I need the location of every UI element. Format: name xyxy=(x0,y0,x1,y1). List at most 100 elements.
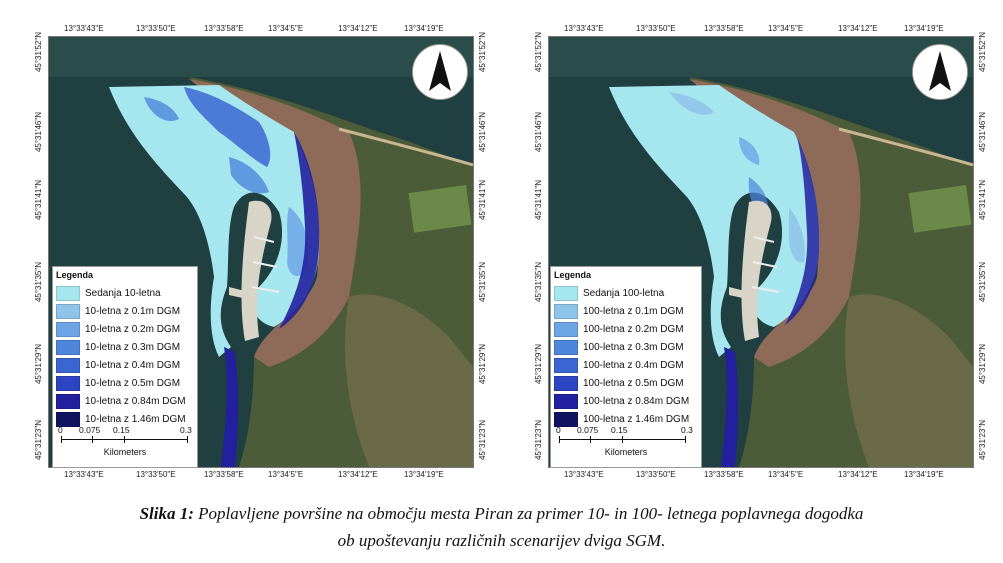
right-coord: 45°31'29"N xyxy=(478,344,487,385)
caption-text-2: ob upoštevanju različnih scenarijev dvig… xyxy=(337,531,666,550)
legend-swatch xyxy=(554,375,578,391)
bottom-coord: 13°33'50"E xyxy=(636,470,676,479)
legend-item: 100-letna z 1.46m DGM xyxy=(554,410,701,428)
legend-title: Legenda xyxy=(554,270,592,280)
scale-tick xyxy=(187,436,188,443)
north-arrow-icon xyxy=(912,44,968,100)
north-arrow-icon xyxy=(412,44,468,100)
bottom-coord: 13°34'5"E xyxy=(768,470,804,479)
left-coord: 45°31'52"N xyxy=(534,32,543,73)
top-coord: 13°34'19"E xyxy=(904,24,944,33)
right-coord: 45°31'41"N xyxy=(978,180,987,221)
legend-swatch xyxy=(554,321,578,337)
scale-tick xyxy=(92,436,93,443)
scale-bar: 0 0.075 0.15 0.3 Kilometers xyxy=(551,425,701,465)
legend-item: 100-letna z 0.2m DGM xyxy=(554,320,701,338)
bottom-coord: 13°33'58"E xyxy=(204,470,244,479)
legend-item: 10-letna z 0.5m DGM xyxy=(56,374,197,392)
scale-tick xyxy=(124,436,125,443)
top-coord: 13°34'12"E xyxy=(338,24,378,33)
right-coord: 45°31'41"N xyxy=(478,180,487,221)
legend-item: 10-letna z 0.4m DGM xyxy=(56,356,197,374)
top-coord: 13°33'50"E xyxy=(136,24,176,33)
left-coord: 45°31'46"N xyxy=(534,112,543,153)
legend-item: 10-letna z 1.46m DGM xyxy=(56,410,197,428)
legend-label: 10-letna z 0.4m DGM xyxy=(85,359,181,371)
legend-label: 100-letna z 1.46m DGM xyxy=(583,413,690,425)
legend-swatch xyxy=(56,303,80,319)
legend-item: 100-letna z 0.1m DGM xyxy=(554,302,701,320)
bottom-coord: 13°34'19"E xyxy=(904,470,944,479)
left-coord: 45°31'35"N xyxy=(34,262,43,303)
scale-bar: 0 0.075 0.15 0.3 Kilometers xyxy=(53,425,197,465)
legend-label: 100-letna z 0.84m DGM xyxy=(583,395,690,407)
legend-label: 10-letna z 0.2m DGM xyxy=(85,323,181,335)
legend-swatch xyxy=(56,339,80,355)
top-coord: 13°34'12"E xyxy=(838,24,878,33)
scale-unit: Kilometers xyxy=(604,447,648,457)
scale-tick xyxy=(61,436,62,443)
legend-item: 100-letna z 0.84m DGM xyxy=(554,392,701,410)
top-coord: 13°33'43"E xyxy=(64,24,104,33)
map-panel-left: 13°33'43"E 13°33'50"E 13°33'58"E 13°34'5… xyxy=(0,0,487,490)
legend-item: Sedanja 100-letna xyxy=(554,284,701,302)
legend-label: 100-letna z 0.1m DGM xyxy=(583,305,684,317)
scale-tick xyxy=(559,436,560,443)
left-coord: 45°31'29"N xyxy=(534,344,543,385)
legend-swatch xyxy=(56,357,80,373)
legend-label: Sedanja 10-letna xyxy=(85,287,161,299)
scale-label: 0.075 xyxy=(577,425,599,435)
legend-label: 10-letna z 0.84m DGM xyxy=(85,395,186,407)
legend-label: 100-letna z 0.4m DGM xyxy=(583,359,684,371)
left-coord: 45°31'52"N xyxy=(34,32,43,73)
top-coord: 13°33'50"E xyxy=(636,24,676,33)
right-coord: 45°31'23"N xyxy=(978,420,987,461)
bottom-coord: 13°34'19"E xyxy=(404,470,444,479)
legend-right: Legenda Sedanja 100-letna 100-letna z 0.… xyxy=(550,266,702,468)
right-coord: 45°31'35"N xyxy=(978,262,987,303)
legend-swatch xyxy=(554,357,578,373)
top-coord: 13°33'58"E xyxy=(204,24,244,33)
caption-line-1: Slika 1: Poplavljene površine na območju… xyxy=(0,500,1003,527)
legend-item: Sedanja 10-letna xyxy=(56,284,197,302)
left-coord: 45°31'41"N xyxy=(534,180,543,221)
legend-swatch xyxy=(56,411,80,427)
bottom-coord: 13°34'12"E xyxy=(838,470,878,479)
legend-item: 10-letna z 0.84m DGM xyxy=(56,392,197,410)
left-coord: 45°31'41"N xyxy=(34,180,43,221)
map-panel-right: 13°33'43"E 13°33'50"E 13°33'58"E 13°34'5… xyxy=(520,0,1000,490)
left-coord: 45°31'23"N xyxy=(34,420,43,461)
scale-label: 0.075 xyxy=(79,425,101,435)
bottom-coord: 13°33'58"E xyxy=(704,470,744,479)
legend-label: 100-letna z 0.5m DGM xyxy=(583,377,684,389)
caption-label: Slika 1: xyxy=(139,504,194,523)
legend-left: Legenda Sedanja 10-letna 10-letna z 0.1m… xyxy=(52,266,198,468)
scale-label: 0 xyxy=(556,425,561,435)
figure-caption: Slika 1: Poplavljene površine na območju… xyxy=(0,500,1003,554)
legend-item: 10-letna z 0.1m DGM xyxy=(56,302,197,320)
scale-label: 0 xyxy=(58,425,63,435)
left-coord: 45°31'29"N xyxy=(34,344,43,385)
right-coord: 45°31'52"N xyxy=(478,32,487,73)
right-coord: 45°31'46"N xyxy=(978,112,987,153)
right-coord: 45°31'35"N xyxy=(478,262,487,303)
legend-swatch xyxy=(56,393,80,409)
legend-swatch xyxy=(554,393,578,409)
legend-swatch xyxy=(56,285,80,301)
top-coord: 13°34'19"E xyxy=(404,24,444,33)
scale-tick xyxy=(622,436,623,443)
legend-item: 100-letna z 0.4m DGM xyxy=(554,356,701,374)
legend-item: 100-letna z 0.3m DGM xyxy=(554,338,701,356)
legend-label: 10-letna z 0.1m DGM xyxy=(85,305,181,317)
map-svg xyxy=(549,37,973,467)
top-coord: 13°34'5"E xyxy=(268,24,304,33)
bottom-coord: 13°33'43"E xyxy=(64,470,104,479)
legend-item: 10-letna z 0.3m DGM xyxy=(56,338,197,356)
scale-label: 0.15 xyxy=(611,425,628,435)
bottom-coord: 13°33'43"E xyxy=(564,470,604,479)
left-coord: 45°31'35"N xyxy=(534,262,543,303)
legend-label: 10-letna z 1.46m DGM xyxy=(85,413,186,425)
map-image-right xyxy=(548,36,974,468)
scale-tick xyxy=(685,436,686,443)
scale-unit: Kilometers xyxy=(103,447,147,457)
